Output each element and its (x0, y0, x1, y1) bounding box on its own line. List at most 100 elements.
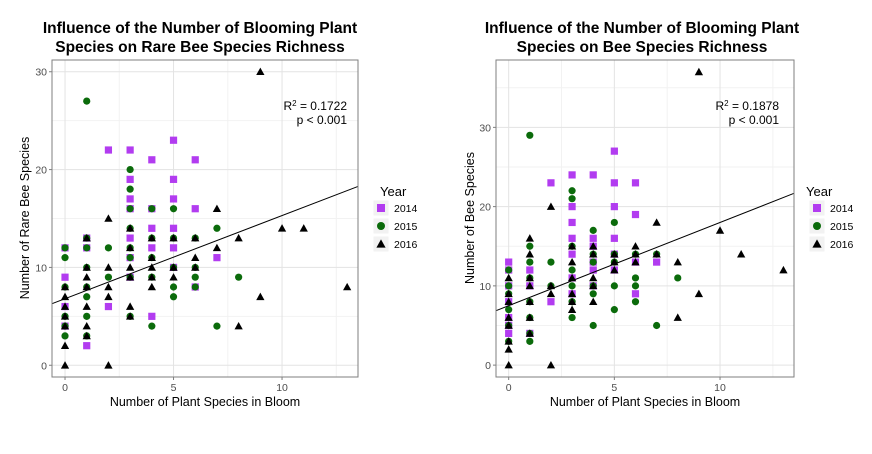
point-2014 (169, 136, 178, 144)
point-2016 (234, 233, 243, 242)
legend-label-2014: 2014 (394, 203, 418, 215)
point-2014 (589, 234, 597, 242)
point-2016 (589, 273, 598, 282)
x-tick-label: 0 (62, 382, 68, 394)
point-2016 (504, 360, 513, 369)
point-2016 (169, 273, 178, 281)
point-2016 (525, 250, 534, 258)
x-tick-label: 5 (611, 382, 617, 394)
legend-items: 2014 2015 2016 (372, 199, 418, 253)
point-2016 (104, 282, 113, 291)
point-2014 (148, 156, 156, 164)
point-2016 (567, 242, 577, 250)
point-2016 (504, 289, 513, 298)
point-2014 (547, 298, 555, 306)
legend-marker-2015 (813, 222, 821, 230)
point-2014 (148, 224, 156, 232)
point-2014 (568, 171, 576, 179)
point-2016 (82, 331, 91, 340)
axis-ticks: 0 5 10 0 10 20 30 (35, 67, 288, 394)
point-2016 (104, 361, 113, 369)
point-2015 (589, 290, 597, 298)
point-2015 (526, 337, 534, 345)
r-squared-value: = 0.1878 (732, 99, 779, 113)
legend-label-2015: 2015 (830, 221, 854, 233)
point-2014 (61, 273, 69, 281)
point-2014 (126, 175, 134, 183)
point-2015 (61, 332, 69, 340)
point-2014 (169, 224, 178, 232)
y-tick-label: 10 (35, 262, 47, 274)
x-tick-label: 10 (714, 382, 726, 394)
point-2016 (567, 289, 577, 298)
point-2016 (212, 204, 222, 213)
point-2016 (631, 257, 640, 266)
point-2014 (631, 179, 640, 187)
point-2016 (546, 289, 556, 298)
point-2016 (125, 224, 135, 232)
point-2016 (147, 273, 156, 281)
point-2016 (82, 282, 91, 291)
point-2016 (147, 253, 156, 261)
point-2015 (589, 226, 597, 234)
gridlines (496, 60, 794, 377)
point-2015 (568, 282, 576, 290)
point-2015 (169, 205, 178, 213)
point-2014 (191, 205, 199, 213)
point-2014 (505, 258, 513, 266)
y-axis-label: Number of Bee Species (463, 152, 477, 284)
stats-annotation: R2 = 0.1878 p < 0.001 (715, 99, 779, 127)
point-2016 (525, 273, 534, 282)
point-2016 (525, 313, 534, 321)
point-2014 (610, 203, 618, 211)
point-2015 (83, 312, 91, 320)
point-2015 (631, 274, 640, 282)
point-2014 (631, 210, 640, 219)
y-tick-label: 20 (35, 165, 47, 177)
legend-items: 2014 2015 2016 (808, 199, 854, 253)
point-2016 (125, 302, 135, 310)
point-2014 (589, 171, 597, 179)
point-2016 (504, 313, 513, 321)
point-2016 (715, 226, 725, 234)
point-2016 (125, 243, 135, 252)
point-2016 (60, 361, 70, 369)
point-2014 (610, 147, 618, 155)
point-2016 (589, 250, 598, 258)
y-tick-label: 10 (479, 281, 491, 293)
point-2016 (191, 233, 200, 242)
axis-ticks: 0 5 10 0 10 20 30 (479, 122, 726, 394)
stats-annotation: R2 = 0.1722 p < 0.001 (283, 99, 347, 127)
point-2016 (673, 257, 682, 266)
plot-panel (495, 59, 795, 378)
point-2016 (631, 250, 640, 258)
point-2016 (504, 273, 513, 282)
legend-marker-2016 (812, 239, 822, 248)
point-2015 (589, 321, 597, 330)
point-2016 (779, 265, 788, 274)
point-2015 (213, 224, 221, 232)
point-2015 (235, 273, 243, 281)
point-2016 (504, 337, 513, 345)
point-2015 (104, 273, 113, 281)
point-2016 (525, 234, 534, 242)
point-2015 (83, 244, 91, 252)
p-value-label: p < 0.001 (297, 113, 348, 127)
legend-label-2014: 2014 (830, 203, 854, 215)
point-2015 (505, 266, 513, 274)
point-2016 (694, 289, 704, 298)
r-squared-value: = 0.1722 (300, 99, 347, 113)
point-2016 (694, 67, 704, 76)
point-2015 (610, 282, 618, 290)
point-2014 (126, 195, 134, 203)
legend: Year 2014 2015 2016 (806, 184, 854, 253)
point-2015 (631, 298, 640, 306)
point-2014 (148, 244, 156, 252)
point-2015 (83, 97, 91, 105)
point-2016 (343, 282, 352, 291)
point-2015 (61, 244, 69, 252)
point-2015 (126, 185, 134, 193)
x-tick-label: 10 (276, 382, 288, 394)
point-2016 (256, 292, 265, 301)
point-2014 (589, 266, 597, 274)
